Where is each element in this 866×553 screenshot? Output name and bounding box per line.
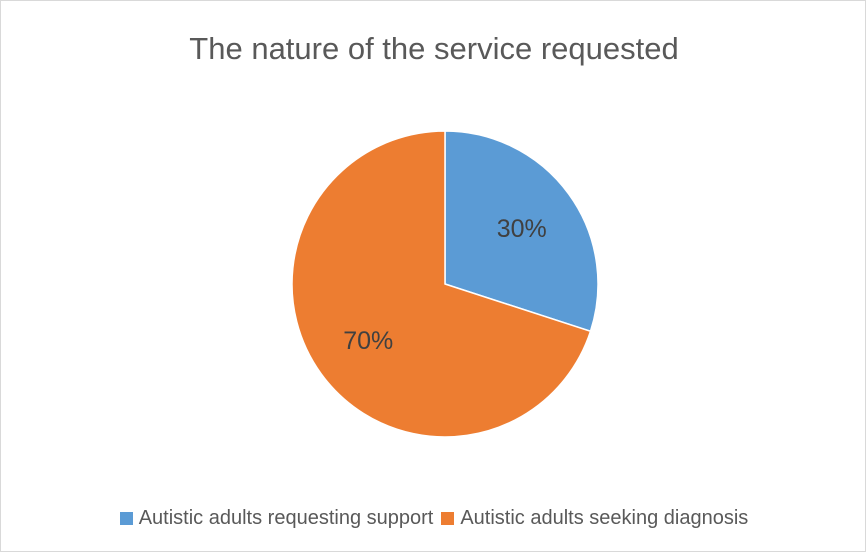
legend: Autistic adults requesting support Autis… [1, 507, 866, 530]
legend-item-support: Autistic adults requesting support [119, 507, 434, 530]
pie-slice-support [444, 130, 599, 333]
legend-label-diagnosis: Autistic adults seeking diagnosis [460, 507, 749, 529]
pie-slice-diagnosis [291, 130, 592, 438]
chart-title: The nature of the service requested [189, 31, 679, 66]
data-label-support: 30% [497, 215, 547, 243]
legend-label-support: Autistic adults requesting support [138, 507, 434, 529]
data-label-diagnosis: 70% [343, 327, 393, 355]
legend-swatch-diagnosis [441, 512, 455, 525]
legend-swatch-support [119, 512, 133, 525]
legend-item-diagnosis: Autistic adults seeking diagnosis [441, 507, 748, 530]
